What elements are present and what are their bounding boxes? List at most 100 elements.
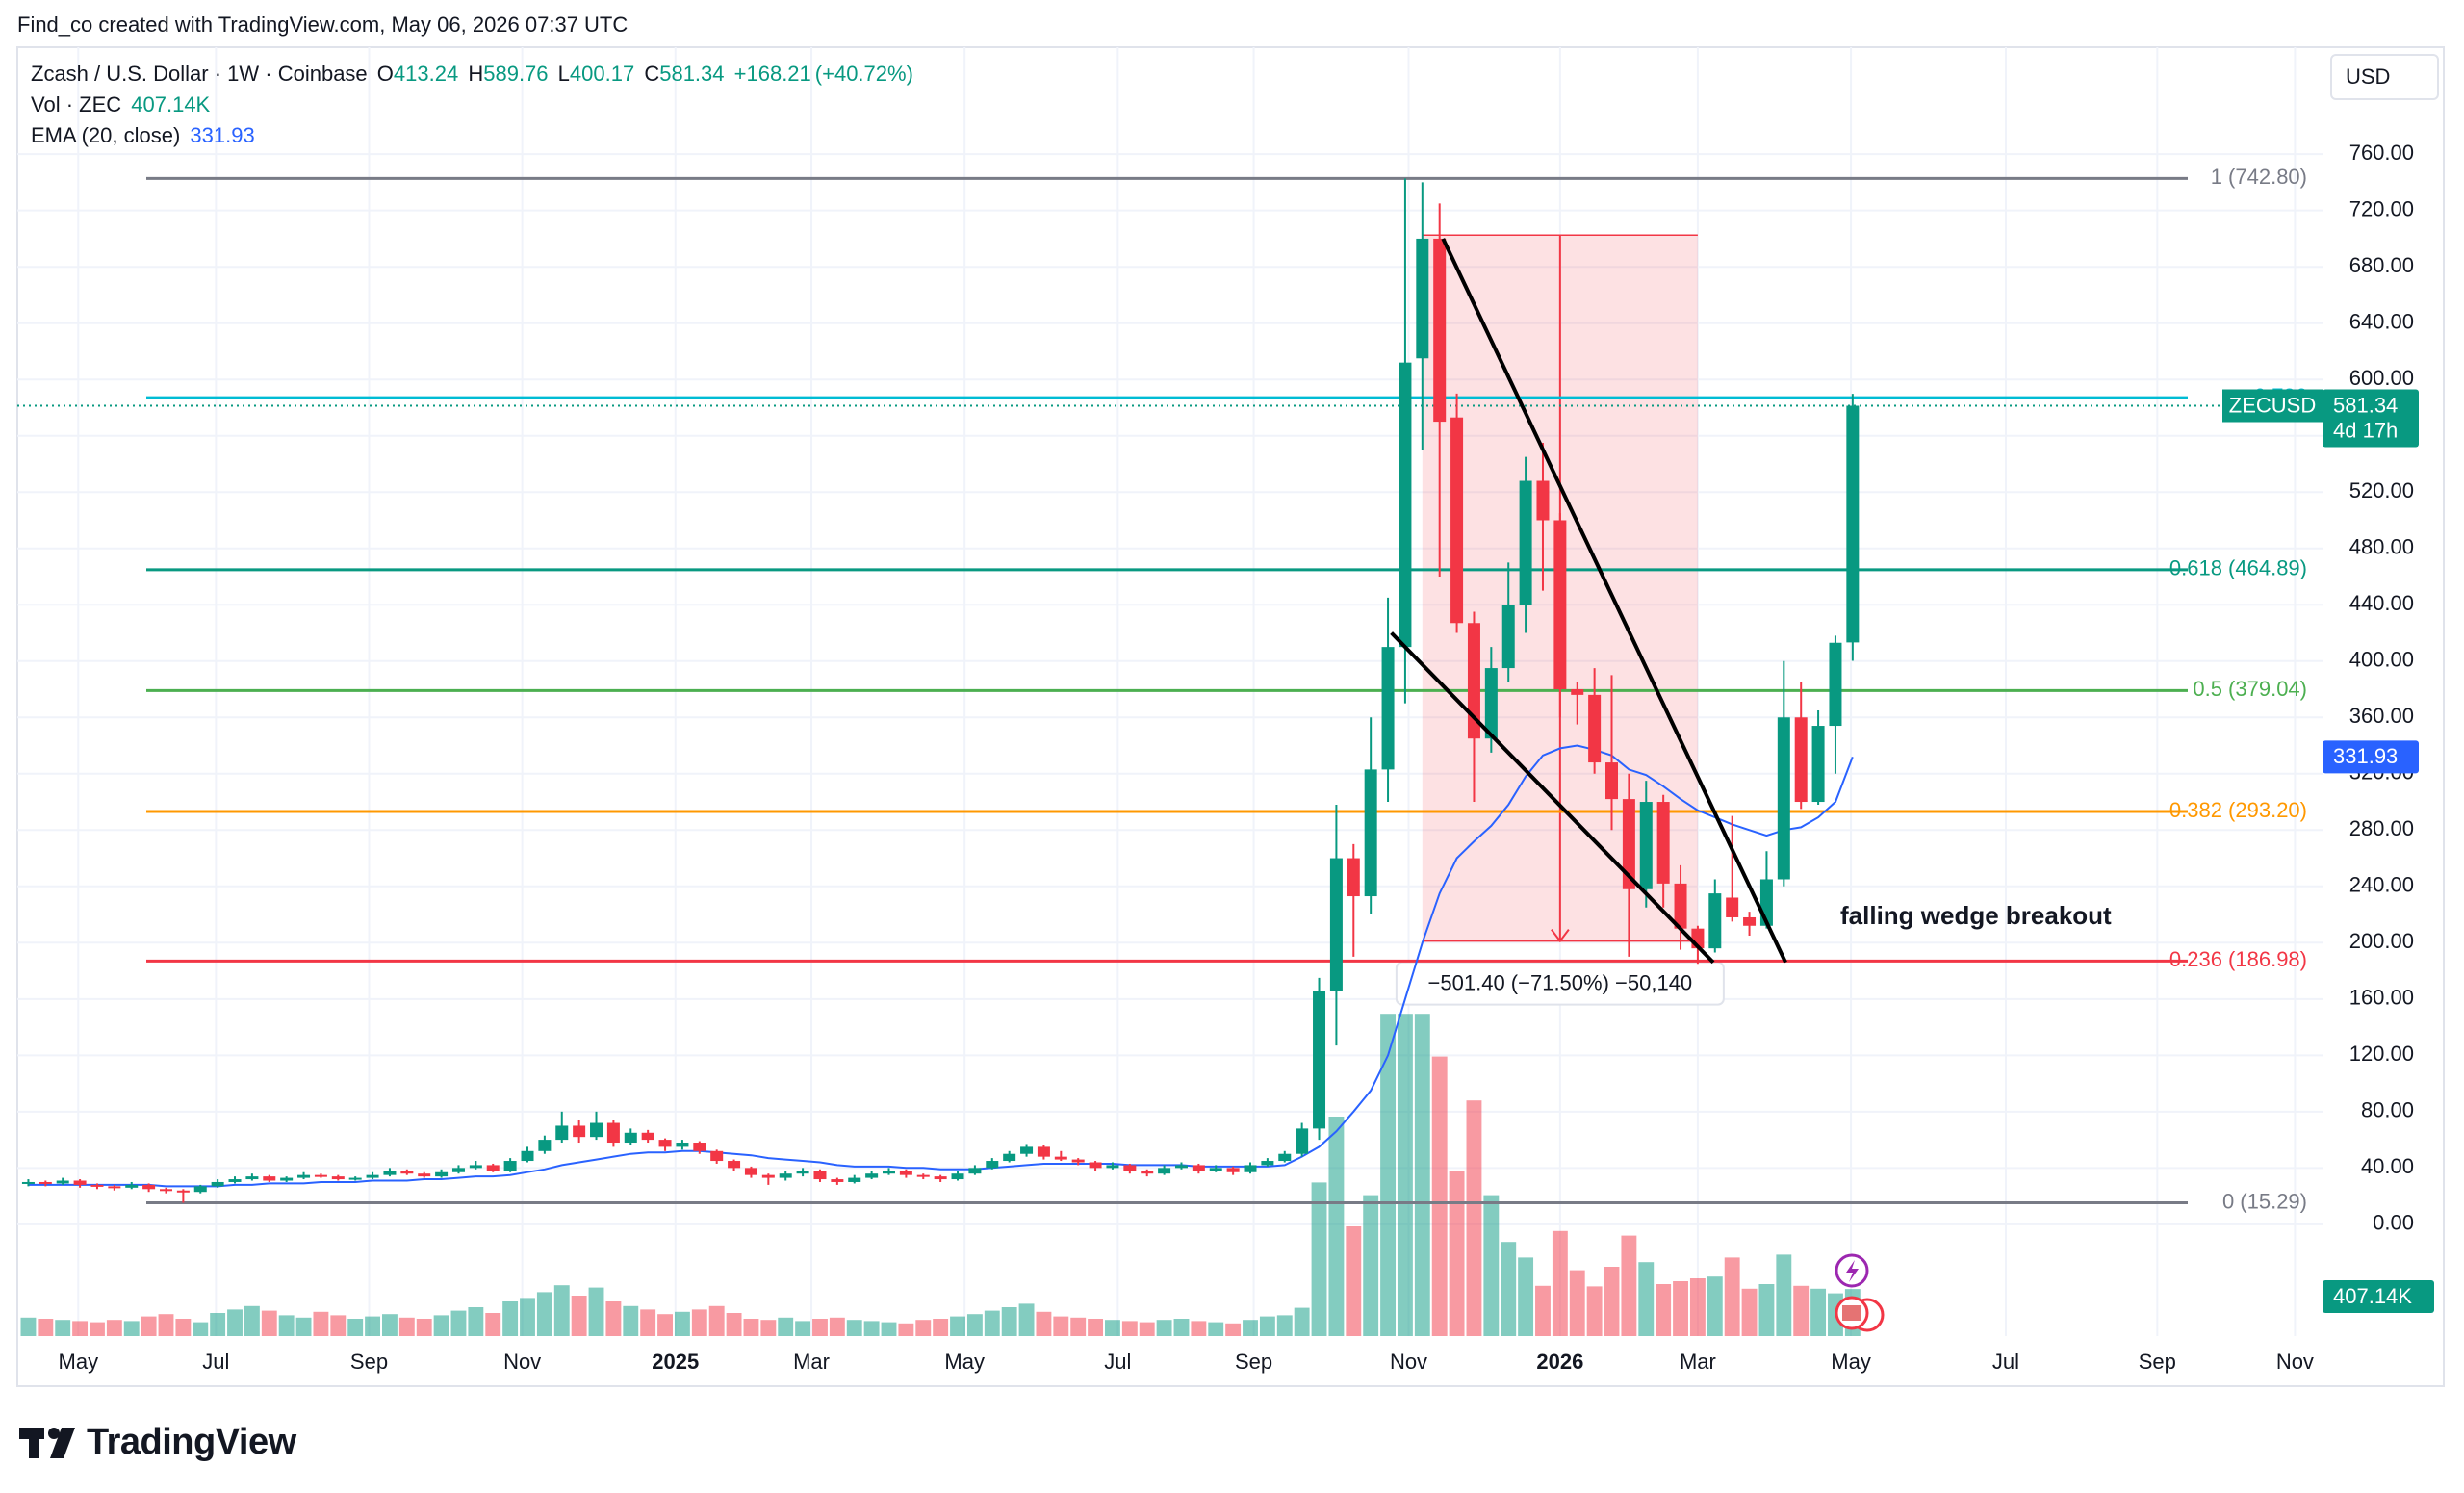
candle-body [1381, 647, 1395, 770]
candle-body [383, 1171, 397, 1175]
candle-body [521, 1150, 534, 1162]
candle-body [56, 1180, 69, 1184]
candle-body [658, 1140, 672, 1147]
y-tick-label: 440.00 [2349, 591, 2414, 615]
volume-bar [1810, 1288, 1827, 1336]
volume-bar [1414, 1014, 1430, 1336]
candle-body [108, 1186, 121, 1189]
volume-bar [227, 1309, 243, 1336]
fib-label: 0 (15.29) [2222, 1189, 2307, 1213]
ema-tag: 331.93 [2333, 744, 2398, 768]
candle-body [297, 1174, 311, 1178]
candle-body [1329, 858, 1343, 991]
volume-bar [1483, 1195, 1500, 1336]
volume-bar [691, 1309, 707, 1336]
ohlc-value: 413.24 [393, 62, 459, 86]
volume-bar [502, 1301, 519, 1336]
ema-title: EMA (20, close) [31, 123, 181, 147]
candle-body [469, 1165, 482, 1169]
volume-bar [1449, 1171, 1465, 1336]
candle-body [1484, 668, 1498, 739]
candle-body [1588, 694, 1602, 763]
y-tick-label: 480.00 [2349, 535, 2414, 559]
volume-tag-bg [2323, 1280, 2434, 1313]
candle-body [1553, 520, 1567, 690]
ohlc-letter: H [468, 62, 484, 86]
candle-body [366, 1174, 379, 1178]
x-tick-label: Jul [1104, 1350, 1131, 1374]
volume-bar [382, 1314, 398, 1336]
candle-body [573, 1125, 586, 1138]
y-tick-label: 400.00 [2349, 648, 2414, 672]
volume-bar [1776, 1254, 1792, 1336]
x-tick-label: 2025 [652, 1350, 699, 1374]
candle-body [331, 1176, 345, 1180]
ohlc-value: 400.17 [569, 62, 635, 86]
volume-bar [347, 1319, 364, 1336]
candle-body [1158, 1168, 1171, 1174]
volume-bar [1001, 1307, 1017, 1336]
candle-body [968, 1168, 982, 1174]
candle-body [1364, 769, 1377, 897]
volume-bar [657, 1314, 673, 1336]
y-tick-label: 280.00 [2349, 816, 2414, 840]
volume-bar [536, 1292, 552, 1336]
volume-bar [1173, 1319, 1190, 1336]
ohlc-letter: L [557, 62, 570, 86]
volume-bar [433, 1315, 449, 1336]
volume-bar [1466, 1100, 1482, 1336]
y-tick-label: 680.00 [2349, 253, 2414, 277]
volume-bar [158, 1314, 174, 1336]
volume-bar [365, 1316, 381, 1336]
symbol-tag: ZECUSD [2229, 393, 2316, 417]
y-tick-label: 120.00 [2349, 1042, 2414, 1066]
candle-body [1829, 642, 1842, 727]
volume-bar [966, 1314, 983, 1336]
y-tick-label: 720.00 [2349, 196, 2414, 220]
candle-body [1261, 1161, 1274, 1166]
candle-body [486, 1165, 500, 1171]
event-icon [1842, 1305, 1861, 1321]
volume-bar [915, 1320, 932, 1336]
volume-bar [1431, 1056, 1448, 1336]
candle-body [1450, 417, 1464, 624]
candle-body [624, 1132, 637, 1144]
volume-bar [1397, 1014, 1413, 1336]
fib-label: 0.236 (186.98) [2169, 947, 2307, 971]
candle-body [916, 1174, 930, 1177]
candle-body [1794, 717, 1808, 803]
ema-line [28, 744, 1854, 1188]
currency-button[interactable]: USD [2330, 54, 2439, 100]
legend-line: Zcash / U.S. Dollar · 1W · Coinbase O413… [31, 60, 917, 89]
y-tick-label: 0.00 [2373, 1211, 2414, 1235]
candle-body [676, 1143, 689, 1147]
volume-bar [553, 1285, 570, 1336]
candle-body [590, 1122, 603, 1138]
volume-bar [1053, 1316, 1069, 1336]
candle-body [1416, 238, 1429, 359]
x-tick-label: Mar [1680, 1350, 1716, 1374]
volume-bar [485, 1313, 501, 1336]
volume-bar [1518, 1257, 1534, 1336]
candle-body [831, 1179, 844, 1182]
volume-bar [1638, 1262, 1655, 1336]
volume-bar [674, 1311, 690, 1336]
candle-body [263, 1176, 276, 1181]
event-icon [1846, 1260, 1859, 1282]
candle-body [1846, 405, 1860, 643]
candle-body [348, 1177, 362, 1180]
candle-body [400, 1171, 414, 1174]
ohlc-value: 581.34 [659, 62, 725, 86]
change: +168.21 [733, 62, 811, 86]
candle-body [1209, 1168, 1222, 1171]
logo: TradingView [87, 1422, 296, 1462]
y-tick-label: 160.00 [2349, 986, 2414, 1010]
candle-body [813, 1171, 827, 1180]
candle-body [710, 1150, 724, 1162]
logo-shape [50, 1428, 75, 1458]
annotation: falling wedge breakout [1840, 901, 2112, 930]
volume-bar [950, 1316, 965, 1336]
volume-bar [450, 1310, 467, 1336]
candle-body [228, 1179, 242, 1182]
candle-body [1674, 883, 1687, 929]
